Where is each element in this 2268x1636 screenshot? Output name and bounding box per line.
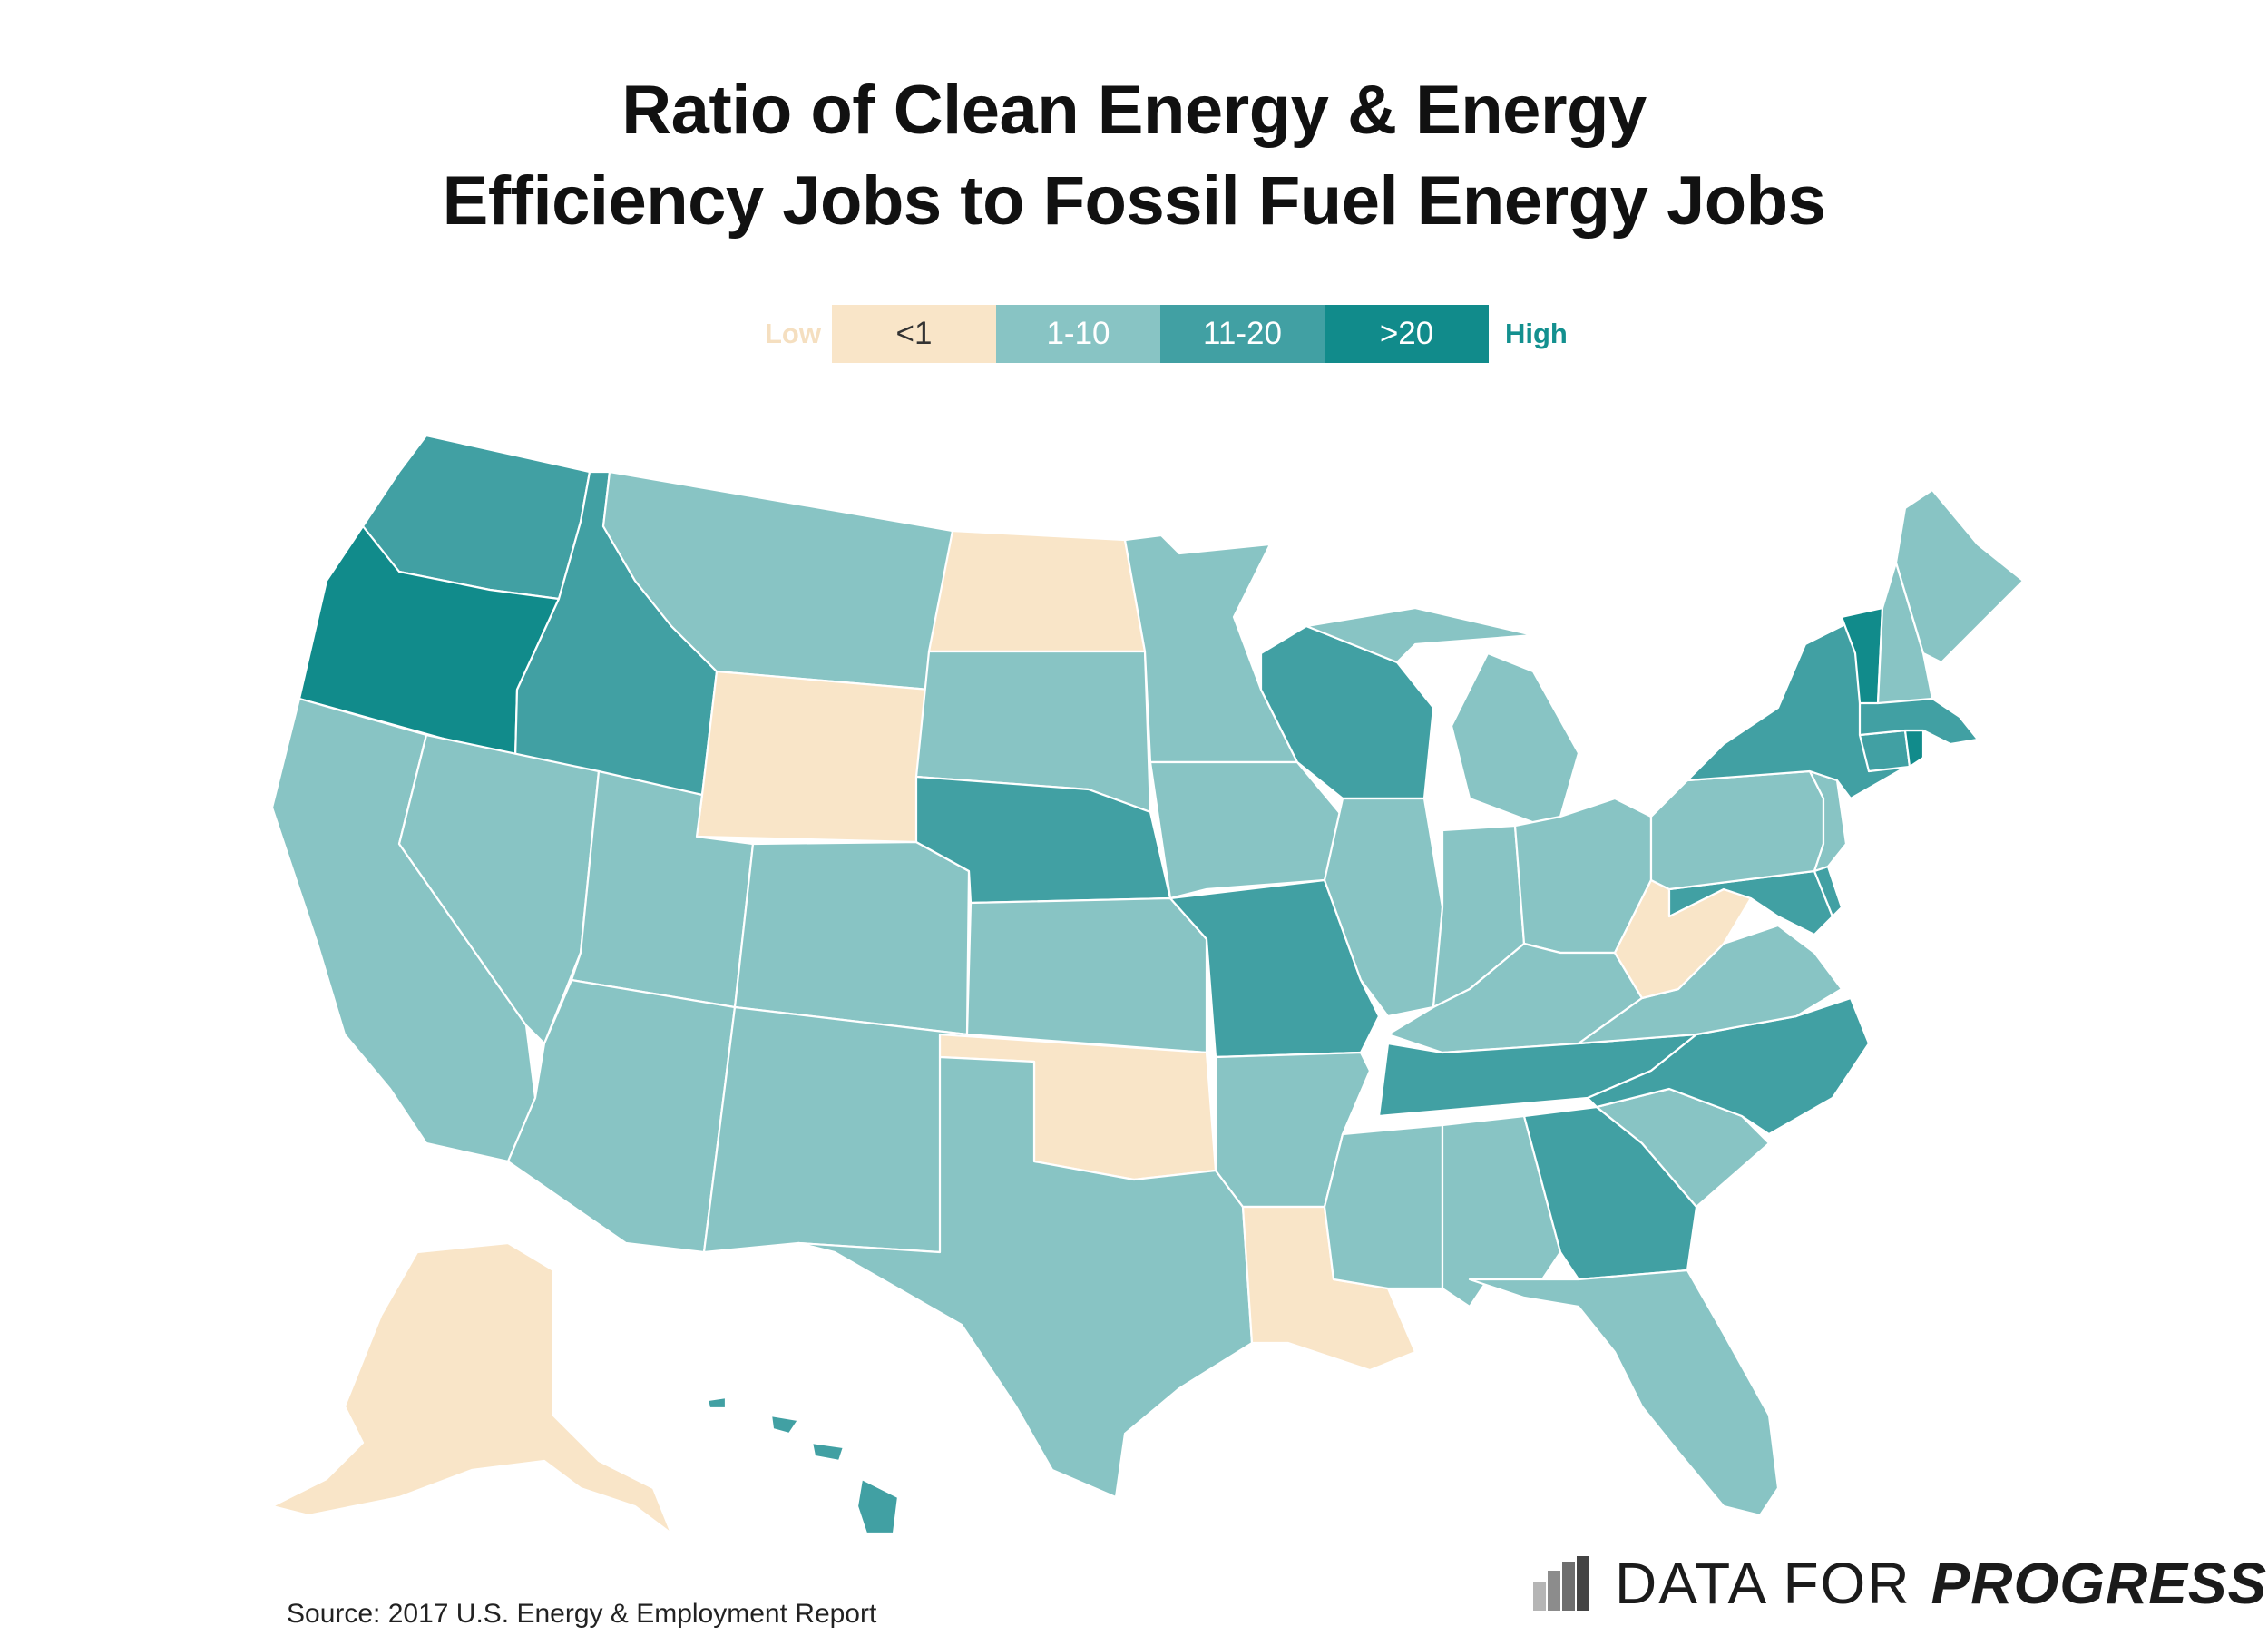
state-iowa xyxy=(1149,760,1344,900)
state-new-jersey xyxy=(1808,769,1848,873)
legend-bin-label: 11-20 xyxy=(1203,316,1282,351)
title-line-1: Ratio of Clean Energy & Energy xyxy=(621,72,1647,149)
state-florida xyxy=(1468,1269,1780,1517)
state-colorado xyxy=(733,840,971,1036)
logo-bar xyxy=(1548,1571,1560,1611)
legend-high-label: High xyxy=(1505,318,1568,349)
legend-bin-1-10: 1-10 xyxy=(996,305,1160,363)
chart-title: Ratio of Clean Energy & Energy Efficienc… xyxy=(0,65,2268,247)
state-texas xyxy=(797,1055,1254,1499)
source-note: Source: 2017 U.S. Energy & Employment Re… xyxy=(287,1599,877,1629)
title-line-2: Efficiency Jobs to Fossil Fuel Energy Jo… xyxy=(442,162,1826,240)
state-kansas xyxy=(965,896,1208,1054)
state-alaska xyxy=(270,1241,673,1535)
state-new-hampshire xyxy=(1876,561,1934,705)
state-maine xyxy=(1894,488,2025,664)
brand-logo: DATA FOR PROGRESS xyxy=(1533,1543,2267,1624)
state-connecticut xyxy=(1858,729,1911,773)
legend-bin-label: 1-10 xyxy=(1046,316,1110,351)
legend-bin-label: <1 xyxy=(895,316,933,351)
state-new-mexico xyxy=(702,1005,969,1254)
state-pennsylvania xyxy=(1649,769,1825,891)
legend-bin-gt20: >20 xyxy=(1325,305,1489,363)
state-massachusetts xyxy=(1858,697,1980,746)
legend: Low <1 1-10 11-20 >20 High xyxy=(730,305,1614,363)
brand-text-progress: PROGRESS xyxy=(1931,1551,2268,1616)
logo-bar xyxy=(1562,1562,1575,1611)
state-hawaii xyxy=(706,1396,900,1535)
state-mississippi xyxy=(1323,1123,1444,1290)
state-minnesota xyxy=(1123,534,1299,764)
brand-text-data-for: DATA FOR xyxy=(1615,1551,1911,1616)
legend-bin-11-20: 11-20 xyxy=(1160,305,1325,363)
logo-bar xyxy=(1533,1582,1546,1611)
logo-bar xyxy=(1577,1556,1589,1611)
legend-bin-label: >20 xyxy=(1379,316,1434,351)
state-vermont xyxy=(1840,606,1884,705)
legend-low-label: Low xyxy=(765,318,821,349)
legend-bin-lt1: <1 xyxy=(832,305,996,363)
state-illinois xyxy=(1323,797,1444,1018)
state-north-carolina xyxy=(1586,996,1871,1136)
state-wyoming xyxy=(695,670,931,844)
state-north-dakota xyxy=(927,529,1147,653)
bar-chart-logo-icon xyxy=(1533,1556,1589,1611)
